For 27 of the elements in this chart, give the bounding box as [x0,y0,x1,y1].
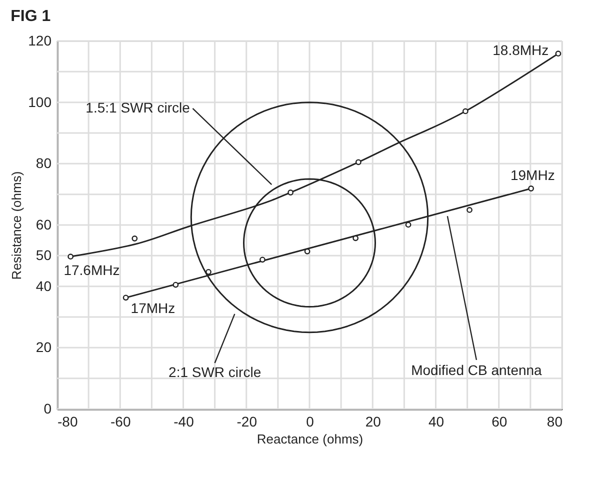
x-tick-label: 60 [492,414,508,430]
x-tick-label: -80 [58,414,78,430]
x-tick-label: 0 [306,414,314,430]
y-tick-label: 80 [36,155,52,172]
y-tick-label: 0 [44,400,52,416]
annotation: 2:1 SWR circle [168,364,262,380]
y-tick-label: 100 [28,94,52,110]
x-tick-label: 20 [365,414,382,430]
y-tick-label: 50 [36,247,52,264]
annotation: 17.6MHz [64,262,120,278]
annotation: Modified CB antenna [411,362,542,378]
y-tick-label: 20 [36,339,52,356]
y-tick-label: 120 [28,32,52,48]
annotation: 1.5:1 SWR circle [86,99,190,116]
x-tick-label: 80 [546,414,563,430]
annotation: 18.8MHz [492,42,549,58]
y-tick-label: 60 [36,216,52,232]
x-axis-title: Reactance (ohms) [256,432,364,446]
x-tick-label: 40 [428,414,444,430]
y-tick-label: 40 [36,278,52,294]
x-tick-label: -60 [110,414,131,430]
x-tick-label: -20 [236,414,258,430]
y-axis-title: Resistance (ohms) [9,171,24,280]
annotation: 17MHz [130,300,176,316]
annotation: 19MHz [510,167,555,184]
chart-title: FIG 1 [10,8,51,25]
x-tick-label: -40 [174,414,194,430]
